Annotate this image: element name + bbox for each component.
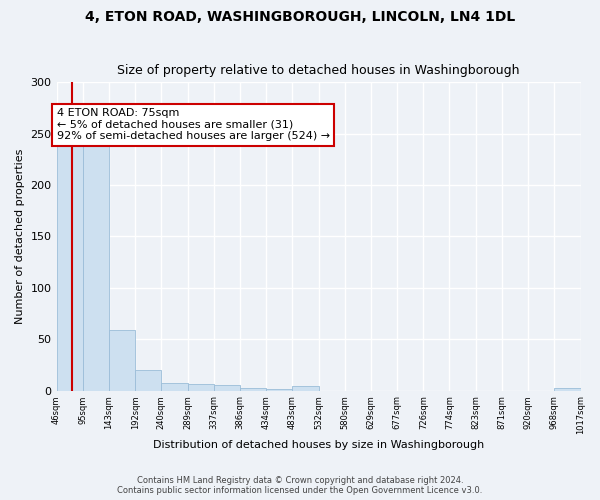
Bar xyxy=(240,388,266,390)
Bar xyxy=(109,330,136,390)
Text: Contains HM Land Registry data © Crown copyright and database right 2024.
Contai: Contains HM Land Registry data © Crown c… xyxy=(118,476,482,495)
Bar xyxy=(188,384,214,390)
Title: Size of property relative to detached houses in Washingborough: Size of property relative to detached ho… xyxy=(117,64,520,77)
Bar xyxy=(83,140,109,390)
Bar xyxy=(56,144,83,390)
Bar xyxy=(266,388,292,390)
Bar xyxy=(554,388,581,390)
Bar xyxy=(161,384,188,390)
Text: 4, ETON ROAD, WASHINGBOROUGH, LINCOLN, LN4 1DL: 4, ETON ROAD, WASHINGBOROUGH, LINCOLN, L… xyxy=(85,10,515,24)
Bar xyxy=(136,370,161,390)
Y-axis label: Number of detached properties: Number of detached properties xyxy=(15,149,25,324)
Bar xyxy=(214,386,240,390)
Text: 4 ETON ROAD: 75sqm
← 5% of detached houses are smaller (31)
92% of semi-detached: 4 ETON ROAD: 75sqm ← 5% of detached hous… xyxy=(56,108,329,141)
Bar xyxy=(292,386,319,390)
X-axis label: Distribution of detached houses by size in Washingborough: Distribution of detached houses by size … xyxy=(153,440,484,450)
